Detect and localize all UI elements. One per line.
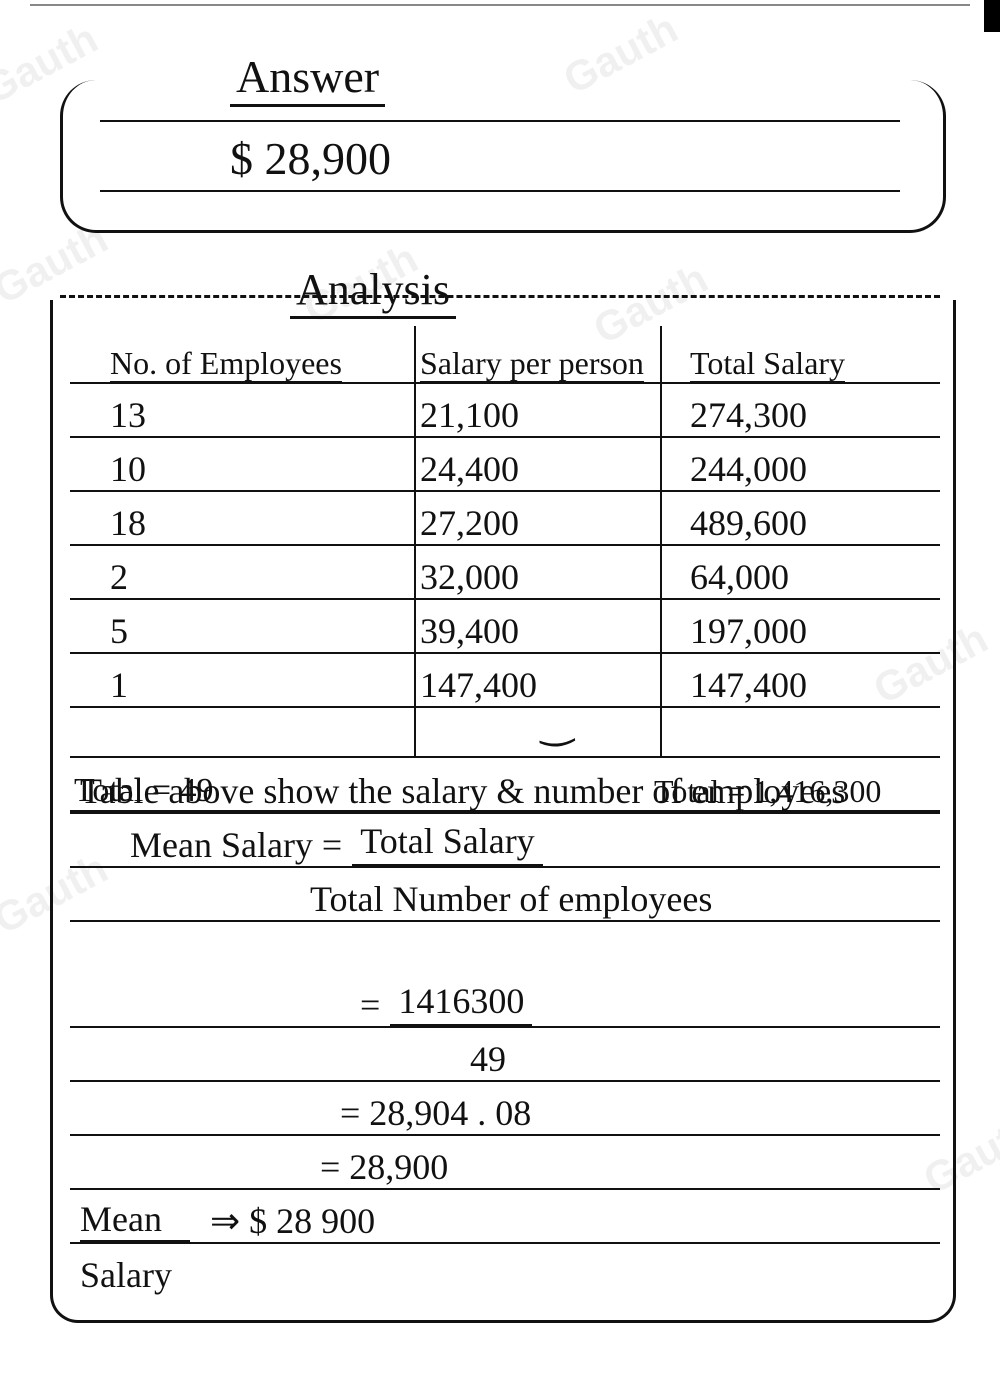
col-salary-header-text: Salary per person <box>420 345 644 383</box>
col-total-header: Total Salary <box>690 345 940 382</box>
cell-s: 32,000 <box>420 556 690 598</box>
calc-round-line: = 28,900 <box>70 1136 940 1190</box>
swoop-mark: ‿ <box>538 699 573 748</box>
answer-box <box>60 80 946 233</box>
salary-table: No. of Employees Salary per person Total… <box>70 326 940 812</box>
table-row: 5 39,400 197,000 <box>70 600 940 654</box>
formula-lhs: Mean Salary = <box>80 824 342 866</box>
result-sub-line: Salary <box>70 1244 940 1296</box>
cell-n: 2 <box>70 556 420 598</box>
formula-den-line: Total Number of employees <box>70 868 940 922</box>
cell-t: 274,300 <box>690 394 940 436</box>
cell-n: 5 <box>70 610 420 652</box>
spacer-line <box>70 922 940 974</box>
calc-numer: 1416300 <box>390 980 532 1026</box>
col-employees-header-text: No. of Employees <box>110 345 342 383</box>
cell-s: 24,400 <box>420 448 690 490</box>
table-header-row: No. of Employees Salary per person Total… <box>70 326 940 384</box>
cell-n: 1 <box>70 664 420 706</box>
panel-top-rule <box>60 295 940 298</box>
result-line: Mean ⇒ $ 28 900 <box>70 1190 940 1244</box>
table-row: 13 21,100 274,300 <box>70 384 940 438</box>
cell-s: 27,200 <box>420 502 690 544</box>
table-row: 1 147,400 147,400 <box>70 654 940 708</box>
cell-t: 489,600 <box>690 502 940 544</box>
table-row: 10 24,400 244,000 <box>70 438 940 492</box>
cell-t: 64,000 <box>690 556 940 598</box>
formula-numer-text: Total Salary <box>352 820 542 866</box>
cell-n: 18 <box>70 502 420 544</box>
cell-s: 39,400 <box>420 610 690 652</box>
formula-line: Mean Salary = Total Salary <box>70 814 940 868</box>
calc-decimal-line: = 28,904 . 08 <box>70 1082 940 1136</box>
calc-denom: 49 <box>80 1038 506 1080</box>
col-employees-header: No. of Employees <box>70 345 420 382</box>
cell-s: 21,100 <box>420 394 690 436</box>
cell-n: 10 <box>70 448 420 490</box>
work-lines: Table above show the salary & number of … <box>70 760 940 1296</box>
rule-line <box>100 120 900 122</box>
note-line: Table above show the salary & number of … <box>70 760 940 814</box>
page-top-rule <box>30 4 970 6</box>
result-lead: Mean <box>80 1198 190 1242</box>
calc-round: = 28,900 <box>80 1146 448 1188</box>
calc-line: = 1416300 <box>70 974 940 1028</box>
col-total-header-text: Total Salary <box>690 345 845 383</box>
answer-value: $ 28,900 <box>230 132 391 185</box>
calc-decimal: = 28,904 . 08 <box>80 1092 531 1134</box>
cell-t: 147,400 <box>690 664 940 706</box>
corner-mark <box>984 0 1000 32</box>
calc-den-line: 49 <box>70 1028 940 1082</box>
rule-line <box>100 190 900 192</box>
result-value: ⇒ $ 28 900 <box>190 1200 375 1242</box>
cell-t: 244,000 <box>690 448 940 490</box>
result-lead2: Salary <box>80 1254 172 1296</box>
table-row-blank <box>70 708 940 758</box>
formula-numer: Total Salary <box>352 820 542 866</box>
col-salary-header: Salary per person <box>420 345 690 382</box>
cell-n: 13 <box>70 394 420 436</box>
cell-t: 197,000 <box>690 610 940 652</box>
table-row: 18 27,200 489,600 <box>70 492 940 546</box>
table-row: 2 32,000 64,000 <box>70 546 940 600</box>
calc-numer-text: 1416300 <box>390 980 532 1026</box>
formula-denom: Total Number of employees <box>80 878 712 920</box>
equals-sign: = <box>80 984 380 1026</box>
